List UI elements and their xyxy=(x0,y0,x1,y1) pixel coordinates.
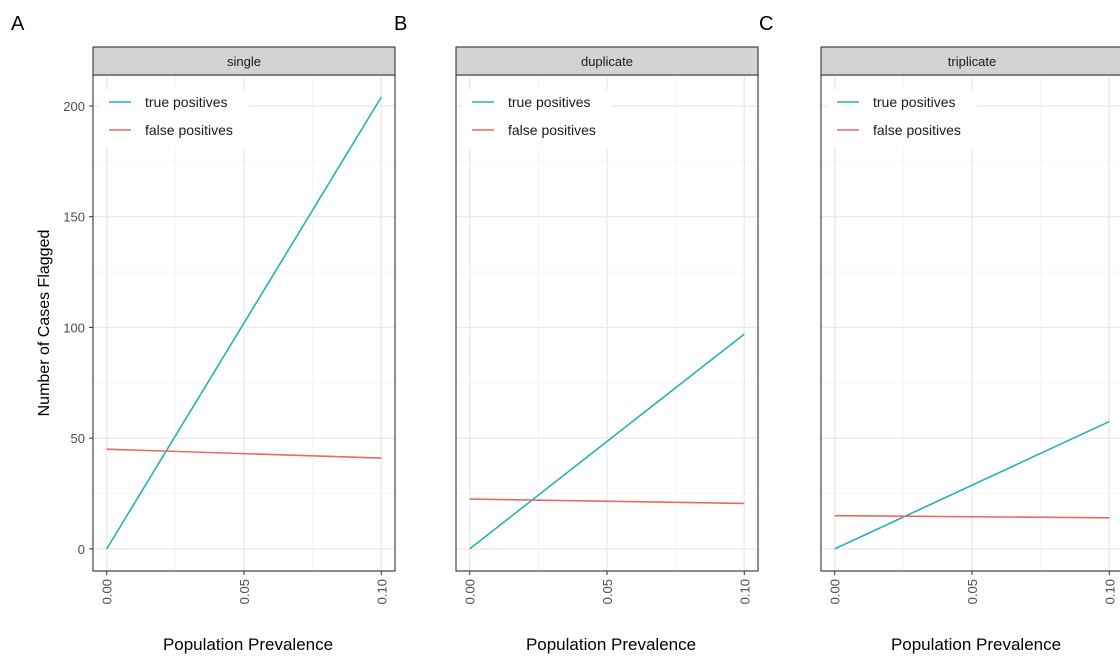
legend-label: false positives xyxy=(508,122,596,138)
x-axis-label: Population Prevalence xyxy=(891,635,1061,654)
legend-label: false positives xyxy=(145,122,233,138)
x-tick-label: 0.00 xyxy=(463,579,478,604)
legend-box xyxy=(827,90,977,148)
legend-label: true positives xyxy=(145,94,227,110)
x-tick-label: 0.00 xyxy=(100,579,115,604)
y-tick-label: 0 xyxy=(78,542,85,557)
series-line-false-positives xyxy=(834,514,1110,519)
panel-letter: A xyxy=(11,13,25,35)
y-axis-label: Number of Cases Flagged xyxy=(36,230,53,417)
panel-letter: B xyxy=(394,13,407,35)
x-tick-label: 0.00 xyxy=(828,579,843,604)
series-line-true-positives xyxy=(834,420,1110,550)
legend-label: false positives xyxy=(873,122,961,138)
facet-strip-label: duplicate xyxy=(581,54,633,69)
x-tick-label: 0.05 xyxy=(965,579,980,604)
x-tick-label: 0.10 xyxy=(374,579,389,604)
facet-strip-label: single xyxy=(227,54,261,69)
facet-strip xyxy=(820,46,1120,76)
facet-strip xyxy=(455,46,759,76)
y-tick-label: 50 xyxy=(71,431,85,446)
legend-label: true positives xyxy=(508,94,590,110)
y-tick-label: 200 xyxy=(63,99,85,114)
series-line-true-positives xyxy=(106,96,382,550)
x-tick-label: 0.10 xyxy=(1102,579,1117,604)
x-tick-label: 0.10 xyxy=(737,579,752,604)
facet-strip xyxy=(92,46,396,76)
x-tick-label: 0.05 xyxy=(237,579,252,604)
series-line-false-positives xyxy=(106,448,382,459)
series-line-true-positives xyxy=(469,333,745,550)
legend-label: true positives xyxy=(873,94,955,110)
legend-box xyxy=(462,90,612,148)
facet-strip-label: triplicate xyxy=(948,54,996,69)
x-axis-label: Population Prevalence xyxy=(163,635,333,654)
y-tick-label: 150 xyxy=(63,210,85,225)
series-line-false-positives xyxy=(469,498,745,505)
x-tick-label: 0.05 xyxy=(600,579,615,604)
plot-background xyxy=(821,75,1120,571)
x-axis-label: Population Prevalence xyxy=(526,635,696,654)
y-tick-label: 100 xyxy=(63,320,85,335)
legend-box xyxy=(99,90,249,148)
panel-letter: C xyxy=(759,13,773,35)
